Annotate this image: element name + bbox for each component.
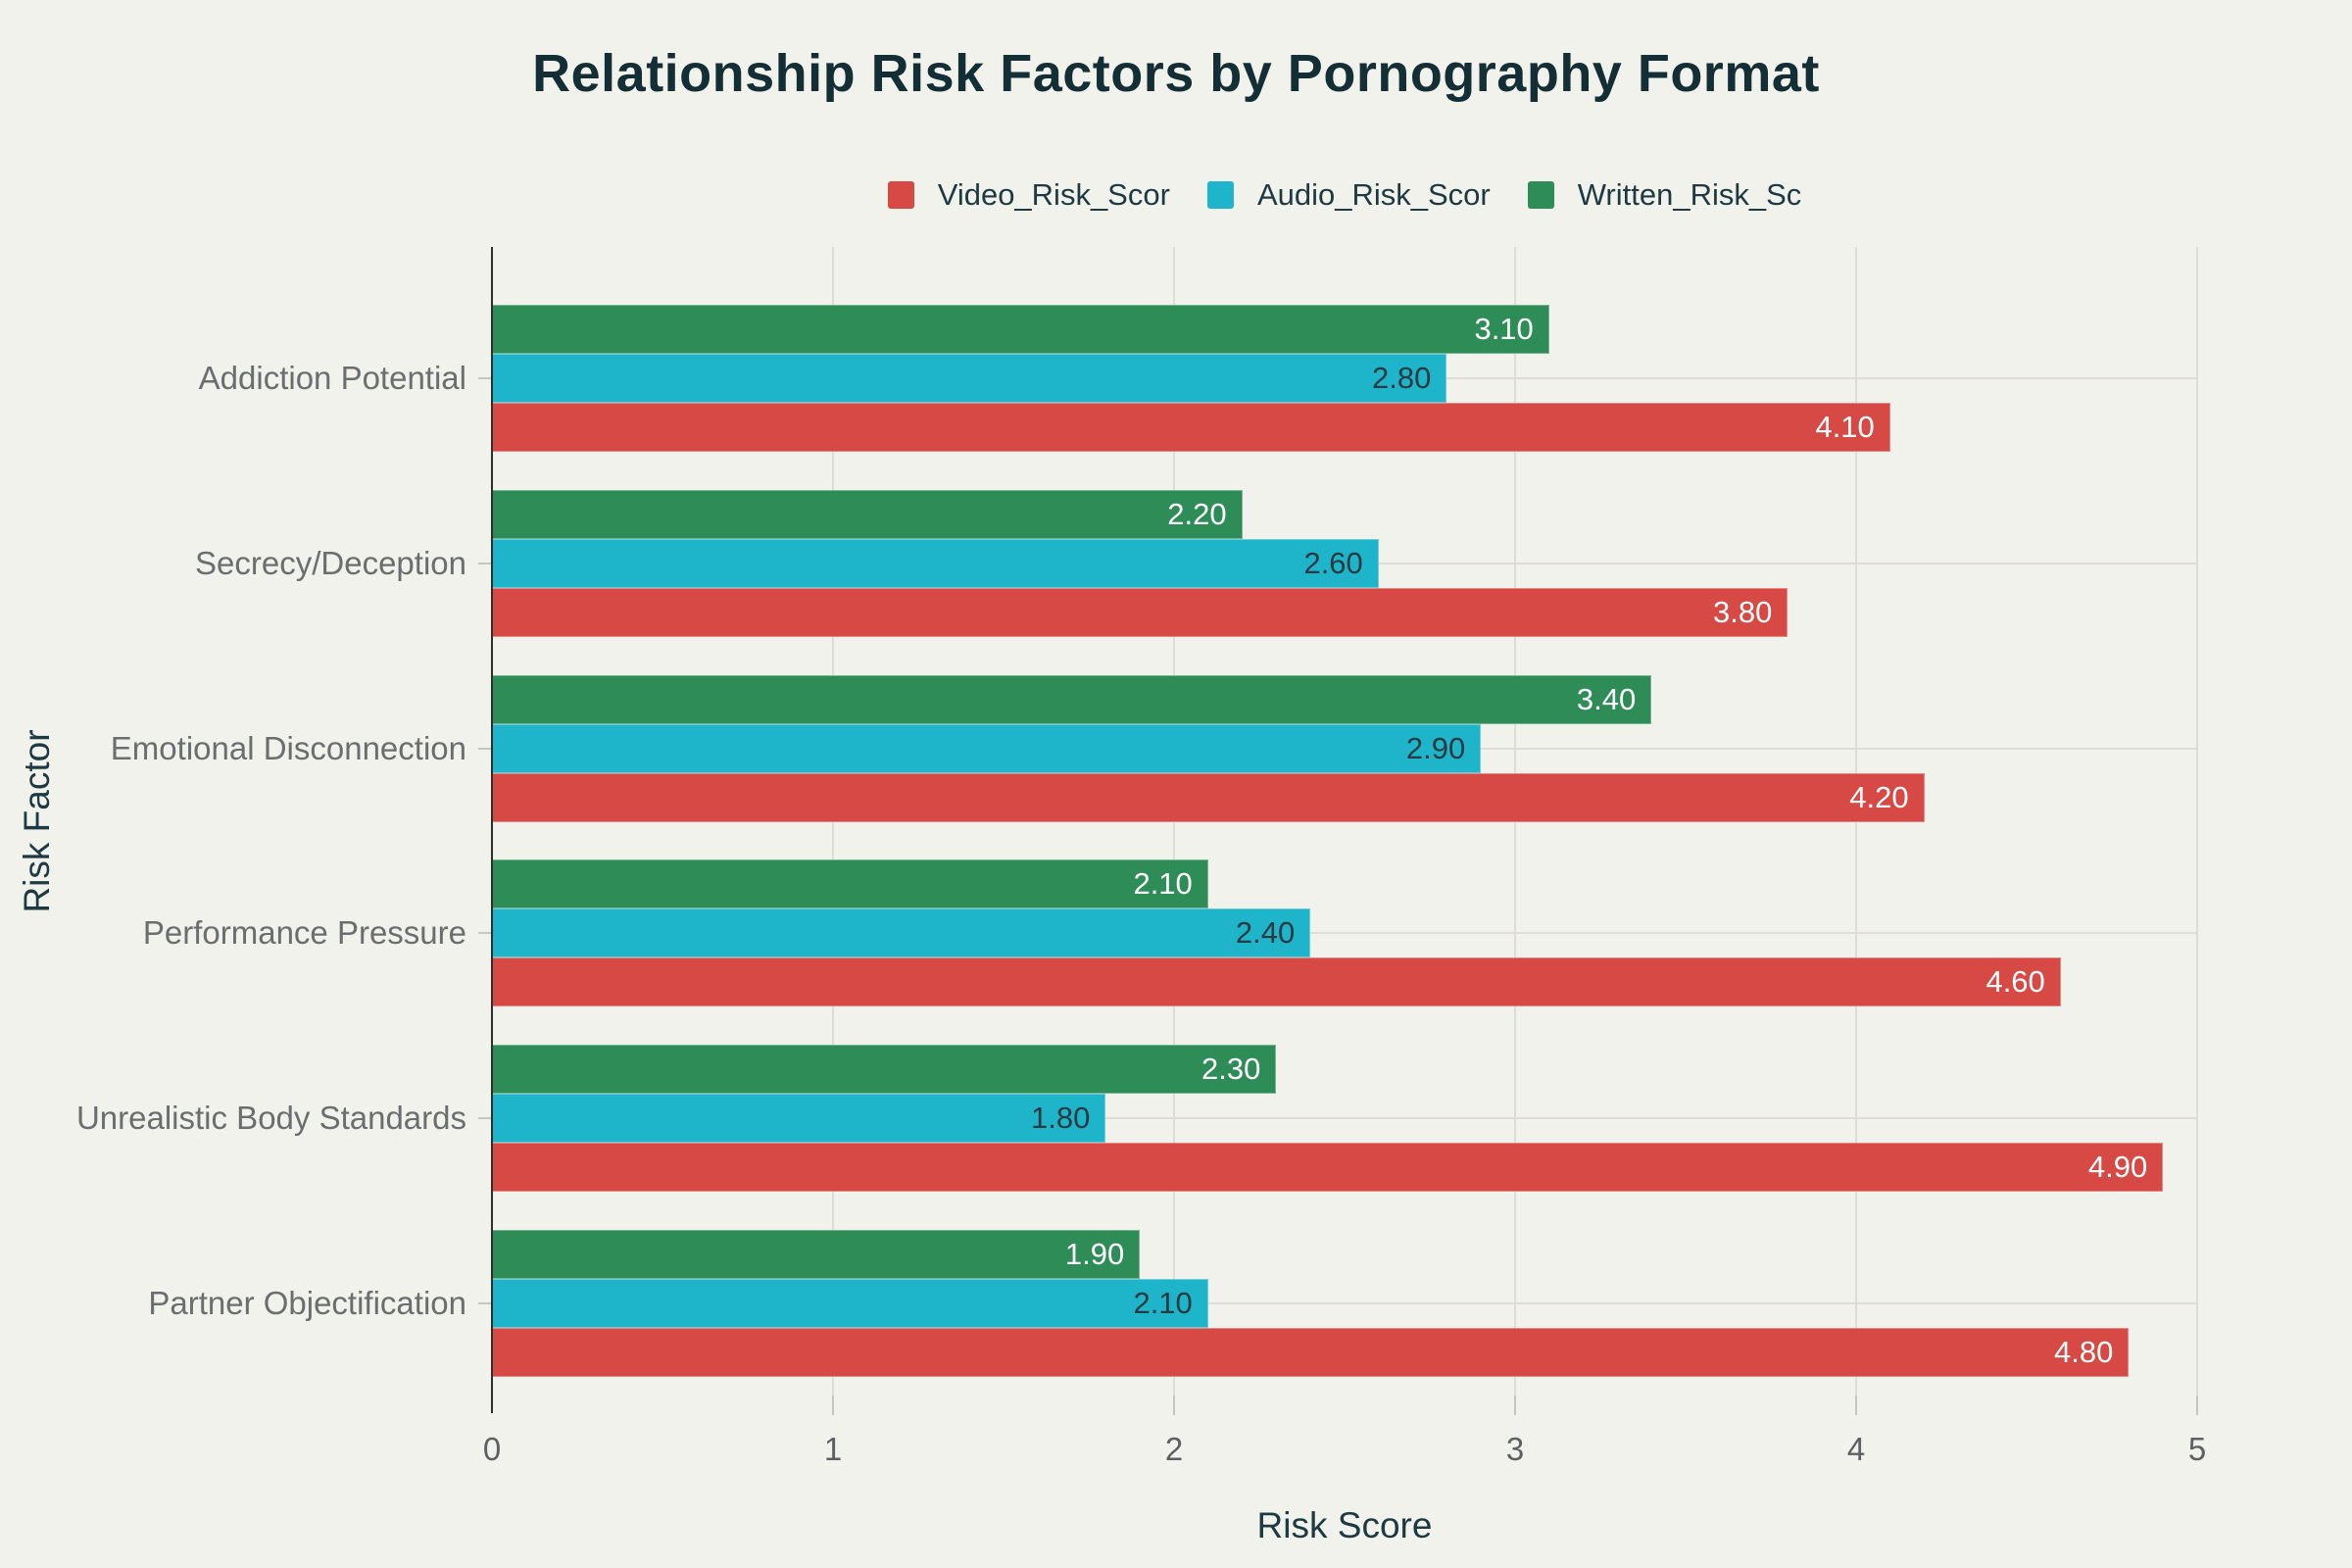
bar-Video_Risk_Scor: 3.80 [492, 588, 1788, 637]
bar-value-label: 2.40 [1235, 915, 1296, 951]
x-axis-tick [1173, 1396, 1175, 1415]
bar-value-label: 2.20 [1167, 497, 1227, 531]
legend-marker [1206, 181, 1234, 209]
legend-marker [1527, 181, 1554, 209]
bar-Written_Risk_Sc: 2.10 [492, 859, 1208, 909]
bar-Audio_Risk_Scor: 2.10 [492, 1278, 1208, 1328]
bar-Video_Risk_Scor: 4.60 [492, 957, 2061, 1007]
bar-value-label: 4.90 [2087, 1150, 2148, 1184]
x-axis-tick [1855, 1396, 1857, 1415]
x-tick-label: 0 [482, 1431, 502, 1467]
y-axis-tick [478, 932, 492, 935]
y-axis-tick [478, 563, 492, 564]
bar-Video_Risk_Scor: 4.80 [492, 1327, 2130, 1377]
y-axis-tick [478, 377, 492, 380]
bar-value-label: 4.60 [1985, 964, 2045, 1000]
bar-Audio_Risk_Scor: 2.40 [492, 908, 1311, 958]
chart-title: Relationship Risk Factors by Pornography… [532, 44, 1820, 103]
bar-Audio_Risk_Scor: 2.80 [492, 354, 1447, 404]
bar-Video_Risk_Scor: 4.20 [492, 772, 1925, 822]
legend-item-Audio_Risk_Scor[interactable]: Audio_Risk_Scor [1206, 177, 1491, 213]
y-axis-tick [478, 1117, 492, 1119]
category-label: Unrealistic Body Standards [75, 1100, 466, 1136]
y-axis-spine [491, 247, 493, 1413]
bar-Audio_Risk_Scor: 1.80 [492, 1094, 1106, 1143]
category-label: Emotional Disconnection [110, 729, 466, 766]
category-label: Addiction Potential [198, 360, 466, 397]
bar-value-label: 2.30 [1201, 1052, 1261, 1086]
bar-Audio_Risk_Scor: 2.90 [492, 723, 1482, 773]
legend-label: Video_Risk_Scor [937, 177, 1170, 212]
x-tick-label: 2 [1164, 1431, 1184, 1467]
legend-label: Audio_Risk_Scor [1256, 177, 1491, 212]
bar-value-label: 1.80 [1031, 1101, 1091, 1135]
x-tick-label: 3 [1505, 1431, 1525, 1467]
bar-Written_Risk_Sc: 2.20 [492, 490, 1243, 539]
bar-value-label: 2.10 [1133, 866, 1193, 902]
bar-Video_Risk_Scor: 4.90 [492, 1143, 2164, 1192]
y-axis-tick [478, 747, 492, 750]
category-label: Performance Pressure [142, 914, 466, 952]
bar-Video_Risk_Scor: 4.10 [492, 403, 1890, 453]
legend-label: Written_Risk_Sc [1577, 177, 1802, 212]
x-axis-tick [2196, 1396, 2198, 1415]
x-tick-label: 1 [823, 1431, 843, 1467]
bar-value-label: 3.10 [1474, 312, 1534, 347]
category-label: Partner Objectification [148, 1284, 466, 1321]
x-tick-label: 4 [1846, 1431, 1866, 1467]
gridline-vertical [2196, 247, 2198, 1396]
bar-value-label: 2.10 [1133, 1285, 1193, 1320]
bar-value-label: 3.40 [1576, 681, 1637, 716]
bar-value-label: 2.60 [1303, 546, 1363, 580]
y-axis-tick [478, 1301, 492, 1304]
x-axis-title: Risk Score [1256, 1505, 1433, 1545]
bar-value-label: 4.10 [1815, 410, 1875, 445]
bar-Written_Risk_Sc: 3.40 [492, 674, 1652, 724]
gridline-horizontal [492, 1117, 2197, 1119]
gridline-horizontal [492, 1301, 2197, 1304]
legend: Video_Risk_Scor Audio_Risk_Scor Written_Ri… [492, 172, 2197, 218]
gridline-horizontal [492, 932, 2197, 935]
category-label: Secrecy/Deception [195, 545, 466, 581]
x-axis-tick [832, 1396, 834, 1415]
bar-Written_Risk_Sc: 3.10 [492, 305, 1549, 355]
bar-value-label: 2.90 [1405, 730, 1466, 765]
legend-item-Written_Risk_Sc[interactable]: Written_Risk_Sc [1527, 177, 1802, 213]
bar-Written_Risk_Sc: 1.90 [492, 1229, 1141, 1279]
bar-value-label: 4.80 [2054, 1334, 2114, 1369]
bar-Audio_Risk_Scor: 2.60 [492, 539, 1379, 588]
bar-value-label: 3.80 [1713, 595, 1773, 629]
bar-value-label: 4.20 [1849, 779, 1909, 814]
legend-item-Video_Risk_Scor[interactable]: Video_Risk_Scor [887, 177, 1170, 213]
bar-value-label: 1.90 [1064, 1236, 1125, 1271]
bar-value-label: 2.80 [1372, 361, 1432, 396]
x-tick-label: 5 [2187, 1431, 2207, 1467]
bar-Written_Risk_Sc: 2.30 [492, 1045, 1277, 1094]
x-axis-tick [1514, 1396, 1516, 1415]
legend-marker [887, 181, 914, 209]
